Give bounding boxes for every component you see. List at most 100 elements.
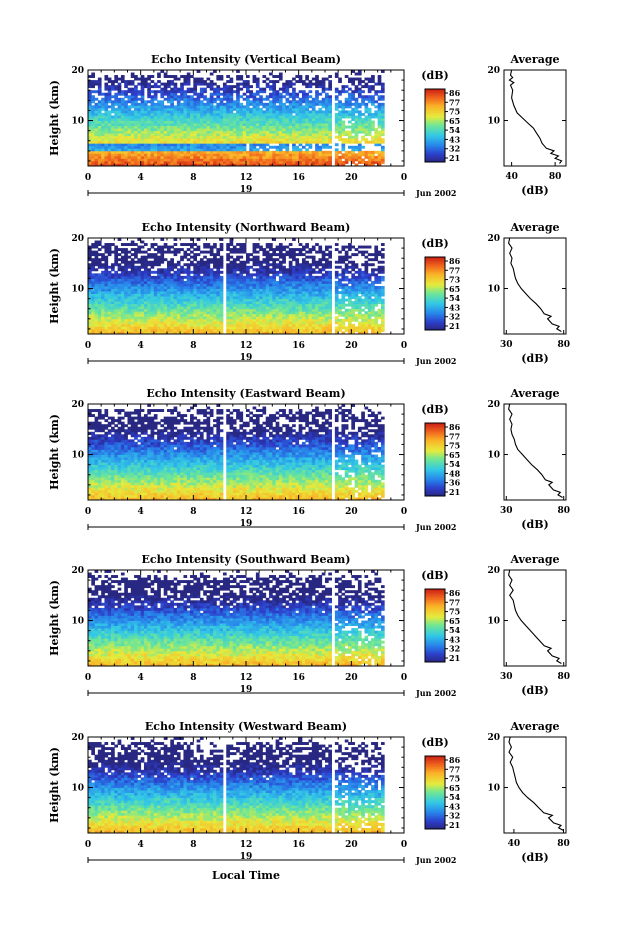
heatmap-cell: [278, 160, 283, 164]
heatmap-cell: [255, 291, 260, 294]
heatmap-cell: [298, 293, 303, 297]
heatmap-cell: [321, 135, 326, 139]
heatmap-cell: [301, 90, 306, 94]
heatmap-cell: [272, 308, 277, 312]
heatmap-cell: [219, 288, 224, 292]
heatmap-cell: [315, 102, 319, 106]
heatmap-cell: [292, 275, 296, 279]
heatmap-cell: [97, 85, 102, 89]
heatmap-cell: [160, 87, 165, 91]
heatmap-cell: [190, 308, 194, 312]
heatmap-cell: [120, 275, 125, 279]
heatmap-cell: [285, 150, 290, 154]
heatmap-cell: [361, 95, 365, 99]
heatmap-cell: [150, 291, 155, 294]
heatmap-cell: [334, 102, 339, 106]
heatmap-cell: [130, 118, 135, 121]
heatmap-cell: [140, 260, 145, 264]
heatmap-cell: [101, 123, 105, 126]
heatmap-cell: [134, 253, 138, 257]
heatmap-cell: [295, 128, 300, 132]
heatmap-cell: [255, 243, 260, 246]
average-x-label: (dB): [521, 184, 548, 197]
heatmap-cell: [321, 163, 326, 167]
heatmap-cell: [111, 318, 115, 322]
heatmap-cell: [94, 288, 99, 292]
heatmap-cell: [292, 143, 296, 147]
heatmap-cell: [249, 286, 253, 289]
heatmap-cell: [104, 100, 109, 104]
heatmap-cell: [229, 286, 234, 289]
heatmap-cell: [160, 138, 165, 142]
heatmap-cell: [295, 158, 300, 162]
heatmap-cell: [203, 306, 207, 310]
heatmap-cell: [374, 138, 379, 142]
heatmap-cell: [278, 148, 283, 152]
heatmap-cell: [301, 298, 306, 302]
heatmap-cell: [246, 87, 250, 91]
heatmap-cell: [167, 90, 171, 94]
heatmap-cell: [111, 155, 115, 159]
heatmap-cell: [239, 293, 244, 297]
heatmap-cell: [295, 253, 300, 257]
heatmap-cell: [107, 248, 112, 252]
heatmap-cell: [232, 263, 237, 267]
heatmap-cell: [117, 323, 122, 327]
heatmap-cell: [157, 318, 161, 322]
heatmap-cell: [246, 107, 250, 111]
heatmap-cell: [94, 97, 99, 101]
heatmap-cell: [239, 125, 244, 129]
heatmap-cell: [160, 102, 165, 106]
heatmap-cell: [325, 100, 329, 104]
heatmap-cell: [298, 148, 303, 152]
heatmap-cell: [199, 301, 204, 305]
heatmap-cell: [246, 118, 250, 121]
average-frame: [503, 69, 567, 167]
heatmap-cell: [130, 311, 135, 315]
heatmap-cell: [163, 85, 168, 89]
heatmap-cell: [196, 248, 201, 252]
heatmap-cell: [186, 153, 191, 157]
heatmap-cell: [229, 120, 234, 124]
heatmap-cell: [150, 148, 155, 152]
heatmap-cell: [255, 128, 260, 132]
heatmap-cell: [278, 105, 283, 109]
heatmap-cell: [308, 115, 313, 119]
heatmap-cell: [104, 243, 109, 246]
heatmap-cell: [190, 270, 194, 274]
heatmap-cell: [269, 278, 273, 282]
y-tick-label: 10: [71, 117, 84, 127]
heatmap-cell: [213, 118, 217, 121]
heatmap-cell: [288, 248, 293, 252]
heatmap-cell: [203, 296, 207, 300]
heatmap-cell: [91, 275, 95, 279]
heatmap-cell: [255, 288, 260, 292]
heatmap-cell: [111, 263, 115, 267]
heatmap-cell: [308, 158, 313, 162]
heatmap-cell: [193, 143, 198, 147]
heatmap-cell: [229, 316, 234, 320]
heatmap-cell: [367, 163, 372, 167]
heatmap-cell: [301, 293, 306, 297]
heatmap-cell: [255, 82, 260, 86]
heatmap-cell: [252, 120, 257, 124]
heatmap-cell: [265, 303, 270, 307]
heatmap-cell: [160, 318, 165, 322]
heatmap-cell: [285, 80, 290, 84]
heatmap-cell: [275, 306, 280, 310]
heatmap-cell: [315, 153, 319, 157]
heatmap-cell: [167, 118, 171, 121]
heatmap-cell: [259, 273, 263, 277]
heatmap-cell: [127, 115, 132, 119]
heatmap-cell: [117, 100, 122, 104]
heatmap-cell: [137, 125, 142, 129]
heatmap-cell: [265, 263, 270, 267]
heatmap-cell: [295, 145, 300, 149]
heatmap-cell: [318, 115, 323, 119]
heatmap-cell: [173, 328, 178, 332]
x-tick-label: 0: [85, 173, 91, 183]
heatmap-cell: [269, 125, 273, 129]
heatmap-cell: [186, 107, 191, 111]
heatmap-cell: [180, 331, 184, 335]
heatmap-cell: [114, 163, 119, 167]
